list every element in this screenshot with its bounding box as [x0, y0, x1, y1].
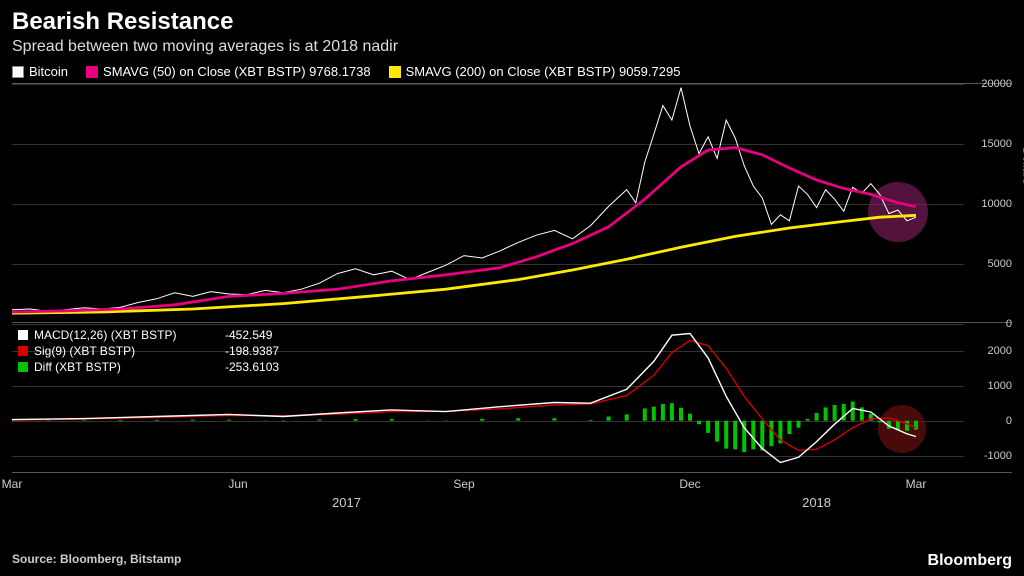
price-svg: [12, 84, 964, 324]
diff-bar: [119, 420, 123, 421]
legend-item-bitcoin: Bitcoin: [12, 64, 68, 79]
diff-bar: [390, 419, 394, 421]
swatch: [18, 346, 28, 356]
y-tick-label: 2000: [968, 345, 1012, 357]
diff-bar: [652, 407, 656, 421]
macd-legend: MACD(12,26) (XBT BSTP)-452.549Sig(9) (XB…: [18, 327, 279, 376]
legend-label: Bitcoin: [29, 64, 68, 79]
diff-bar: [815, 413, 819, 421]
diff-bar: [706, 421, 710, 433]
legend-top: Bitcoin SMAVG (50) on Close (XBT BSTP) 9…: [0, 60, 1024, 83]
legend-label: SMAVG (200) on Close (XBT BSTP) 9059.729…: [406, 64, 681, 79]
macd-legend-row: MACD(12,26) (XBT BSTP) -452.549: [18, 327, 279, 343]
diff-bar: [625, 414, 629, 420]
diff-bar: [697, 421, 701, 425]
y-tick-label: 15000: [968, 138, 1012, 150]
diff-bar: [833, 405, 837, 421]
y-tick-label: 0: [968, 415, 1012, 427]
diff-bar: [824, 407, 828, 420]
y-tick-label: -1000: [968, 450, 1012, 462]
swatch: [18, 362, 28, 372]
diff-bar: [806, 419, 810, 421]
diff-bar: [914, 421, 918, 430]
macd-legend-label: Diff (XBT BSTP): [34, 359, 219, 375]
footer: Source: Bloomberg, Bitstamp Bloomberg: [12, 552, 1012, 570]
diff-bar: [589, 420, 593, 421]
diff-bar: [191, 420, 195, 421]
macd-legend-value: -452.549: [225, 327, 272, 343]
x-tick-label: Dec: [679, 477, 700, 491]
chart-header: Bearish Resistance Spread between two mo…: [0, 0, 1024, 60]
diff-bar: [878, 421, 882, 423]
y-tick-label: 1000: [968, 380, 1012, 392]
legend-label: SMAVG (50) on Close (XBT BSTP) 9768.1738: [103, 64, 371, 79]
price-chart: Dollars 05000100001500020000: [12, 83, 1012, 323]
chart-area: Dollars 05000100001500020000 MACD(12,26)…: [12, 83, 1012, 473]
diff-bar: [679, 408, 683, 421]
x-year-label: 2017: [332, 495, 361, 510]
diff-bar: [82, 420, 86, 421]
diff-bar: [787, 421, 791, 434]
x-year-label: 2018: [802, 495, 831, 510]
source-text: Source: Bloomberg, Bitstamp: [12, 552, 181, 570]
diff-bar: [643, 409, 647, 421]
diff-bar: [896, 421, 900, 430]
diff-bar: [688, 414, 692, 421]
x-tick-label: Mar: [906, 477, 927, 491]
diff-bar: [317, 420, 321, 421]
smavg200-line: [12, 215, 916, 313]
diff-bar: [724, 421, 728, 449]
chart-title: Bearish Resistance: [12, 8, 1012, 36]
x-tick-label: Jun: [228, 477, 247, 491]
diff-bar: [281, 421, 285, 422]
macd-legend-value: -253.6103: [225, 359, 279, 375]
swatch-smavg200: [389, 66, 401, 78]
bitcoin-line: [12, 88, 916, 312]
diff-bar: [715, 421, 719, 442]
diff-bar: [751, 421, 755, 450]
macd-legend-label: MACD(12,26) (XBT BSTP): [34, 327, 219, 343]
legend-item-smavg50: SMAVG (50) on Close (XBT BSTP) 9768.1738: [86, 64, 371, 79]
diff-bar: [480, 419, 484, 421]
macd-legend-row: Diff (XBT BSTP) -253.6103: [18, 359, 279, 375]
x-tick-label: Mar: [2, 477, 23, 491]
diff-bar: [797, 421, 801, 428]
legend-item-smavg200: SMAVG (200) on Close (XBT BSTP) 9059.729…: [389, 64, 681, 79]
brand-logo: Bloomberg: [928, 552, 1012, 570]
diff-bar: [516, 418, 520, 420]
y-tick-label: 10000: [968, 198, 1012, 210]
swatch-bitcoin: [12, 66, 24, 78]
diff-bar: [607, 417, 611, 421]
diff-bar: [661, 404, 665, 421]
y-tick-label: 5000: [968, 258, 1012, 270]
diff-bar: [354, 419, 358, 421]
diff-bar: [552, 418, 556, 420]
y-tick-label: 20000: [968, 78, 1012, 90]
chart-subtitle: Spread between two moving averages is at…: [12, 38, 1012, 56]
diff-bar: [733, 421, 737, 450]
diff-bar: [769, 421, 773, 447]
macd-legend-value: -198.9387: [225, 343, 279, 359]
diff-bar: [670, 403, 674, 420]
swatch: [18, 330, 28, 340]
swatch-smavg50: [86, 66, 98, 78]
x-tick-label: Sep: [453, 477, 474, 491]
macd-legend-row: Sig(9) (XBT BSTP) -198.9387: [18, 343, 279, 359]
diff-bar: [155, 420, 159, 421]
diff-bar: [851, 402, 855, 421]
macd-legend-label: Sig(9) (XBT BSTP): [34, 343, 219, 359]
diff-bar: [905, 421, 909, 431]
x-axis: MarJunSepDecMar20172018: [12, 473, 1012, 521]
macd-chart: MACD(12,26) (XBT BSTP)-452.549Sig(9) (XB…: [12, 323, 1012, 473]
diff-bar: [227, 420, 231, 421]
y-axis-label: Dollars: [1020, 147, 1024, 184]
